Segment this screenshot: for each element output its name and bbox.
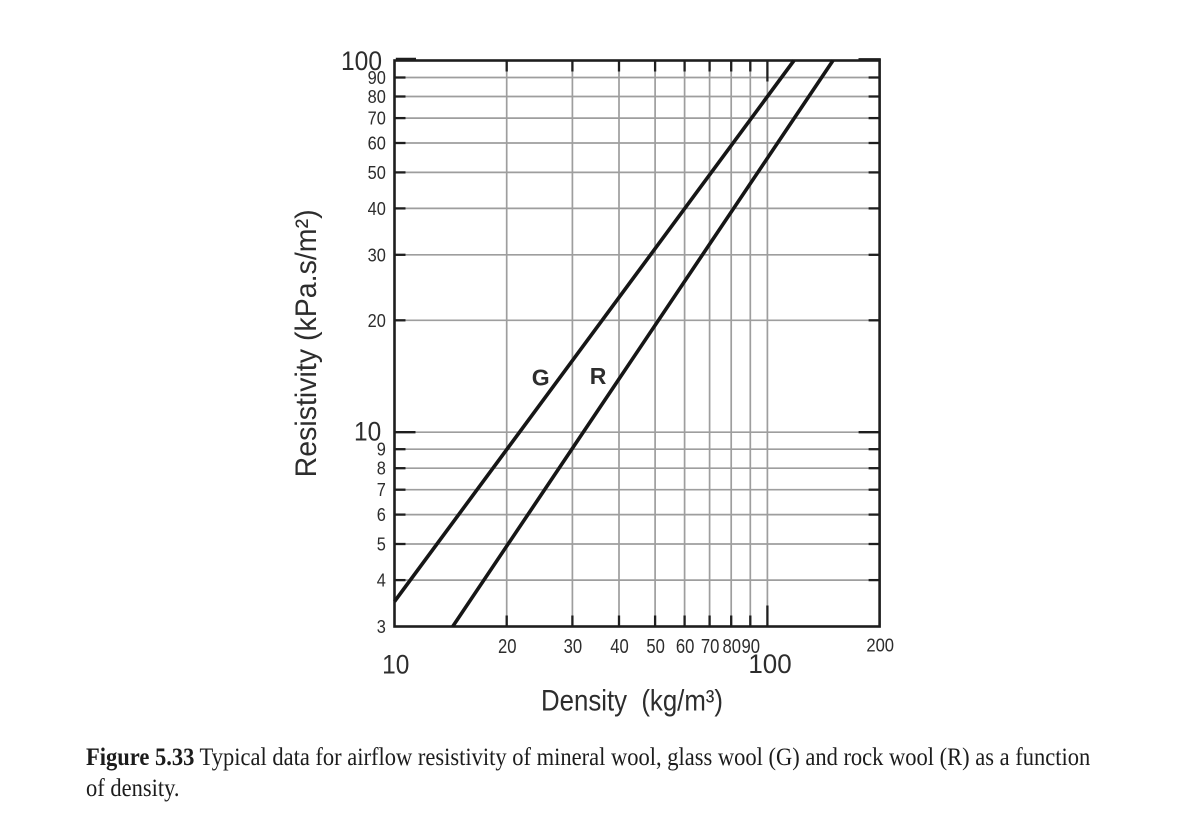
svg-text:30: 30: [564, 636, 583, 658]
svg-text:100: 100: [748, 649, 791, 679]
svg-text:5: 5: [377, 534, 386, 555]
svg-text:10: 10: [382, 649, 409, 679]
svg-text:6: 6: [377, 504, 386, 525]
svg-text:100: 100: [341, 46, 382, 76]
svg-text:50: 50: [646, 636, 665, 658]
svg-text:9: 9: [377, 439, 386, 460]
svg-text:10: 10: [354, 417, 381, 447]
svg-text:8: 8: [377, 458, 386, 479]
svg-text:4: 4: [377, 570, 386, 591]
svg-text:70: 70: [368, 108, 386, 129]
svg-text:20: 20: [498, 636, 517, 658]
svg-text:Resistivity (kPa.s/m²): Resistivity (kPa.s/m²): [290, 209, 323, 477]
svg-text:G: G: [532, 364, 550, 390]
svg-text:80: 80: [722, 636, 741, 658]
svg-text:60: 60: [368, 133, 386, 154]
svg-text:50: 50: [368, 162, 386, 183]
svg-text:70: 70: [701, 636, 720, 658]
svg-text:20: 20: [368, 310, 386, 331]
svg-text:7: 7: [377, 479, 386, 500]
svg-text:90: 90: [368, 67, 386, 88]
svg-text:90: 90: [742, 636, 761, 658]
svg-text:60: 60: [676, 636, 695, 658]
svg-text:R: R: [590, 363, 607, 389]
svg-text:200: 200: [866, 635, 894, 656]
svg-text:3: 3: [377, 616, 386, 637]
svg-text:80: 80: [368, 86, 386, 107]
svg-text:30: 30: [368, 244, 386, 265]
svg-text:Density (kg/m³): Density (kg/m³): [541, 685, 723, 718]
svg-text:40: 40: [368, 198, 386, 219]
svg-text:40: 40: [610, 636, 629, 658]
